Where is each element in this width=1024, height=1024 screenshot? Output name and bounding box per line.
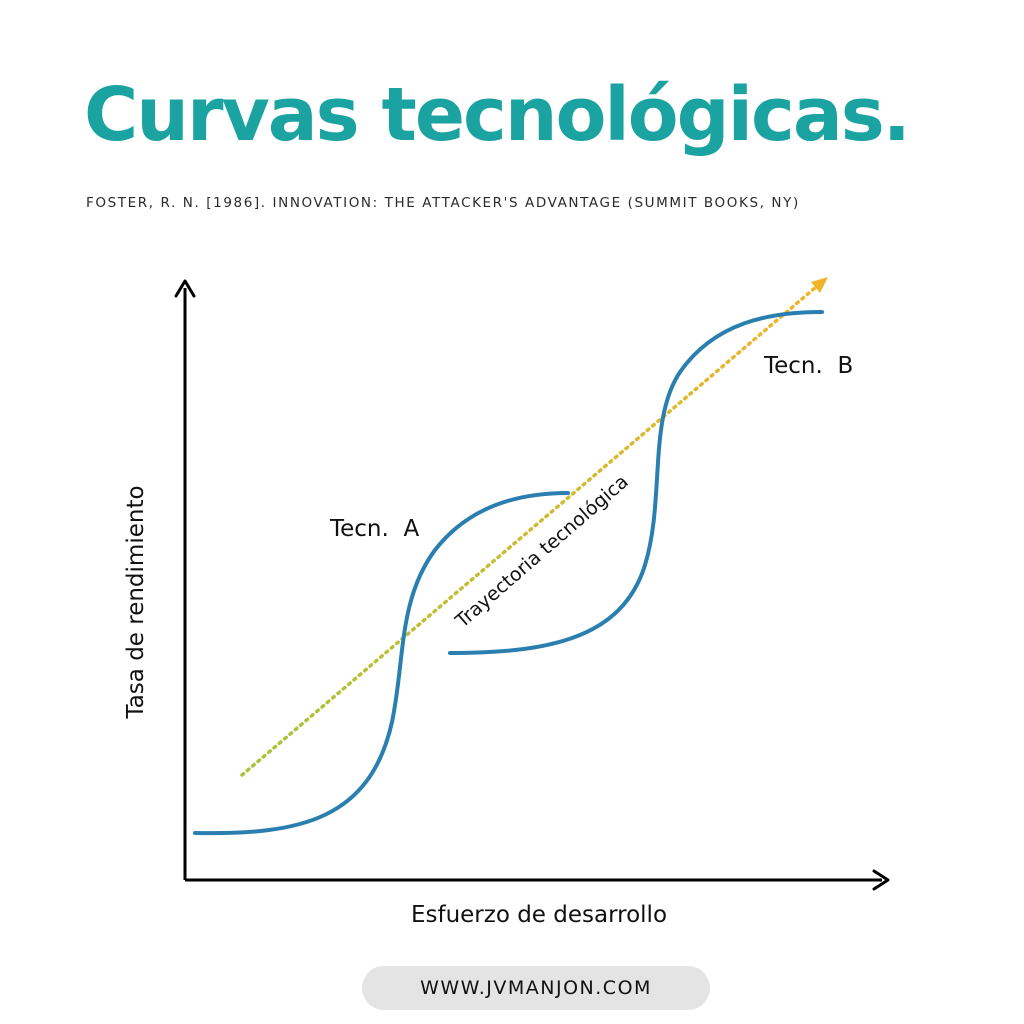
x-axis-label: Esfuerzo de desarrollo [411, 902, 667, 928]
trajectory-arrowhead [811, 277, 828, 293]
curve-a-label: Tecn. A [329, 516, 419, 542]
y-axis-label: Tasa de rendimiento [123, 485, 149, 719]
curve-tecn-a [193, 491, 570, 836]
curve-b-label: Tecn. B [763, 353, 853, 379]
website-link[interactable]: WWW.JVMANJON.COM [362, 966, 710, 1010]
trajectory-line [240, 285, 818, 777]
x-axis [185, 869, 890, 891]
citation-subtitle: FOSTER, R. N. [1986]. INNOVATION: THE AT… [86, 195, 800, 211]
trajectory-arrow [240, 277, 828, 777]
page-title: Curvas tecnológicas. [84, 72, 911, 158]
y-axis [174, 279, 196, 880]
curve-tecn-b [448, 310, 824, 655]
